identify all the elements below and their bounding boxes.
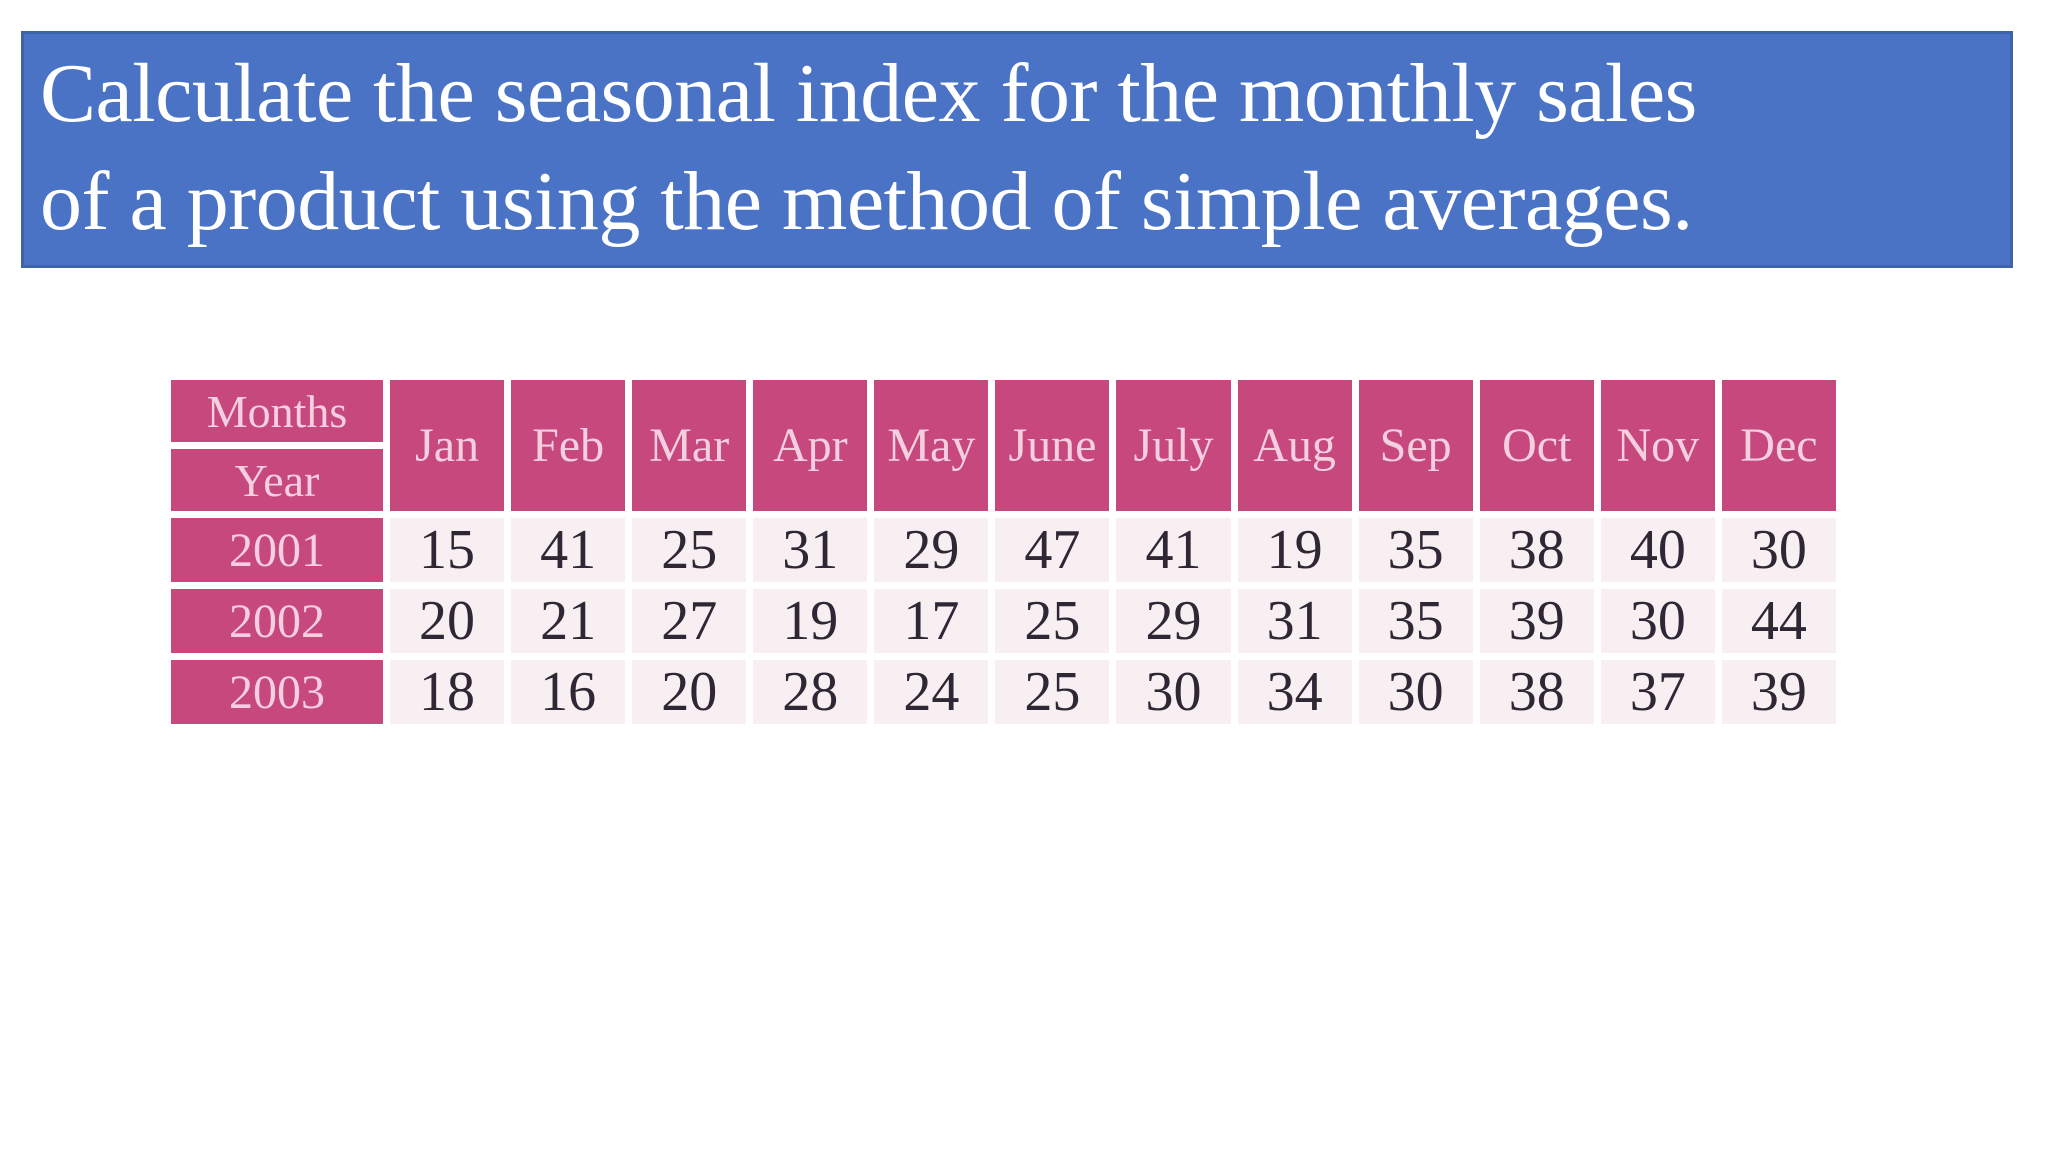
month-header-sep: Sep (1358, 380, 1473, 511)
month-header-feb: Feb (511, 380, 626, 511)
month-header-aug: Aug (1237, 380, 1352, 511)
sales-value-cell: 28 (753, 660, 868, 724)
month-header-mar: Mar (632, 380, 747, 511)
month-header-oct: Oct (1479, 380, 1594, 511)
header-row-bottom: Year (171, 449, 1836, 511)
question-line-1: Calculate the seasonal index for the mon… (40, 47, 1697, 140)
month-header-jan: Jan (390, 380, 505, 511)
sales-value-cell: 37 (1600, 660, 1715, 724)
sales-value-cell: 34 (1237, 660, 1352, 724)
sales-value-cell: 17 (874, 589, 989, 653)
sales-value-cell: 30 (1600, 589, 1715, 653)
sales-value-cell: 20 (390, 589, 505, 653)
month-header-july: July (1116, 380, 1231, 511)
sales-value-cell: 19 (1237, 518, 1352, 582)
month-header-may: May (874, 380, 989, 511)
sales-value-cell: 41 (511, 518, 626, 582)
sales-value-cell: 35 (1358, 518, 1473, 582)
sales-value-cell: 35 (1358, 589, 1473, 653)
table-row-2003: 2003 18 16 20 28 24 25 30 34 30 38 37 39 (171, 660, 1836, 724)
month-header-dec: Dec (1721, 380, 1836, 511)
monthly-sales-table: Months Jan Feb Mar Apr May June July Aug… (164, 373, 1843, 731)
sales-value-cell: 20 (632, 660, 747, 724)
sales-value-cell: 21 (511, 589, 626, 653)
sales-value-cell: 30 (1116, 660, 1231, 724)
sales-value-cell: 25 (995, 589, 1110, 653)
sales-value-cell: 16 (511, 660, 626, 724)
sales-value-cell: 41 (1116, 518, 1231, 582)
sales-value-cell: 29 (1116, 589, 1231, 653)
sales-value-cell: 19 (753, 589, 868, 653)
sales-value-cell: 47 (995, 518, 1110, 582)
question-banner: Calculate the seasonal index for the mon… (21, 31, 2013, 268)
sales-value-cell: 18 (390, 660, 505, 724)
year-label-2001: 2001 (171, 518, 383, 582)
header-row-top: Months Jan Feb Mar Apr May June July Aug… (171, 380, 1836, 511)
sales-value-cell: 38 (1479, 660, 1594, 724)
sales-value-cell: 30 (1358, 660, 1473, 724)
table-row-2002: 2002 20 21 27 19 17 25 29 31 35 39 30 44 (171, 589, 1836, 653)
corner-months-label: Months (171, 380, 383, 442)
sales-value-cell: 29 (874, 518, 989, 582)
year-label-2003: 2003 (171, 660, 383, 724)
sales-value-cell: 25 (995, 660, 1110, 724)
sales-value-cell: 31 (753, 518, 868, 582)
year-label-2002: 2002 (171, 589, 383, 653)
sales-value-cell: 44 (1721, 589, 1836, 653)
sales-value-cell: 31 (1237, 589, 1352, 653)
sales-value-cell: 40 (1600, 518, 1715, 582)
sales-value-cell: 30 (1721, 518, 1836, 582)
month-header-nov: Nov (1600, 380, 1715, 511)
corner-year-label: Year (171, 449, 383, 511)
sales-value-cell: 24 (874, 660, 989, 724)
sales-value-cell: 15 (390, 518, 505, 582)
question-line-2: of a product using the method of simple … (40, 155, 1693, 248)
table-row-2001: 2001 15 41 25 31 29 47 41 19 35 38 40 30 (171, 518, 1836, 582)
sales-value-cell: 39 (1479, 589, 1594, 653)
sales-value-cell: 39 (1721, 660, 1836, 724)
sales-value-cell: 27 (632, 589, 747, 653)
sales-value-cell: 38 (1479, 518, 1594, 582)
sales-value-cell: 25 (632, 518, 747, 582)
month-header-june: June (995, 380, 1110, 511)
month-header-apr: Apr (753, 380, 868, 511)
